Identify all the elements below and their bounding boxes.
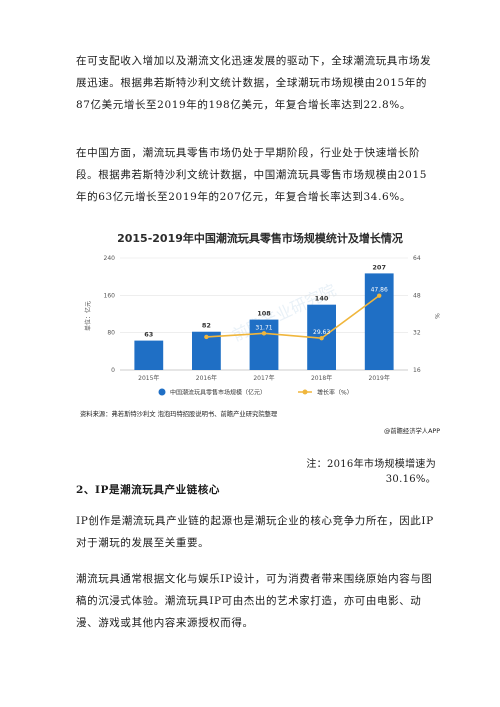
chart-svg: 前瞻产业研究院 2015-2019年中国潮流玩具零售市场规模统计及增长情况 08… (80, 231, 440, 435)
rate-point (377, 293, 382, 298)
rate-point (204, 334, 209, 340)
rate-value-label: 47.86 (371, 287, 388, 294)
rate-line (206, 295, 380, 340)
legend-swatch-line-dot (302, 389, 308, 395)
right-axis-ticks: 16 32 48 64 (413, 255, 421, 374)
bar-value-label: 207 (372, 263, 386, 271)
chart-brand: @前瞻经济学人APP (384, 426, 440, 435)
bar (249, 319, 279, 370)
left-tick-label: 240 (104, 255, 116, 262)
x-tick-label: 2017年 (253, 374, 274, 382)
right-tick-label: 64 (413, 255, 421, 262)
rate-value-label: 31.71 (255, 324, 272, 331)
legend-label-line: 增长率（%） (317, 389, 353, 397)
bar (364, 273, 394, 370)
chart-note: 注：2016年市场规模增速为30.16%。 (306, 459, 436, 485)
paragraph-ip-design: 潮流玩具通常根据文化与娱乐IP设计，可为消费者带来围绕原始内容与图稿的沉浸式体验… (76, 573, 433, 629)
paragraph-china-market: 在中国方面，潮流玩具零售市场仍处于早期阶段，行业处于快速增长阶段。根据弗若斯特沙… (76, 147, 428, 203)
right-tick-label: 16 (413, 367, 421, 374)
legend-label-bar: 中国潮流玩具零售市场规模（亿元） (170, 389, 266, 397)
right-tick-label: 32 (413, 330, 421, 337)
bar-series: 63 82 108 140 207 (134, 263, 394, 370)
x-tick-label: 2019年 (369, 374, 390, 382)
paragraph-ip-origin: IP创作是潮流玩具产业链的起源也是潮玩企业的核心竞争力所在，因此IP对于潮玩的发… (76, 515, 434, 549)
left-tick-label: 80 (107, 330, 115, 337)
right-tick-label: 48 (413, 292, 421, 299)
left-axis-label: 单位：亿元 (84, 301, 92, 331)
chart-title: 2015-2019年中国潮流玩具零售市场规模统计及增长情况 (117, 231, 403, 245)
paragraph-global-market: 在可支配收入增加以及潮流文化迅速发展的驱动下，全球潮流玩具市场发展迅速。根据弗若… (76, 55, 432, 111)
rate-point (319, 335, 324, 341)
bar-value-label: 140 (315, 295, 329, 303)
left-tick-label: 160 (104, 292, 116, 299)
bar-value-label: 108 (257, 310, 271, 318)
rate-series: 31.71 29.63 47.86 (204, 287, 388, 341)
bar-value-label: 82 (202, 322, 211, 330)
bar-value-label: 63 (144, 331, 153, 339)
x-axis-labels: 2015年 2016年 2017年 2018年 2019年 (138, 374, 390, 382)
left-tick-label: 0 (111, 367, 115, 374)
chart-legend: 中国潮流玩具零售市场规模（亿元） 增长率（%） (158, 388, 353, 397)
right-axis-label: % (433, 313, 440, 319)
chart-source: 资料来源：弗若斯特沙利文 泡泡玛特招股说明书、前瞻产业研究院整理 (80, 409, 278, 418)
x-tick-label: 2015年 (138, 374, 159, 382)
bar (134, 340, 164, 370)
legend-swatch-bar (158, 388, 166, 396)
left-axis-ticks: 0 80 160 240 (104, 255, 116, 374)
rate-value-label: 29.63 (313, 329, 330, 336)
rate-point (261, 331, 267, 336)
section-heading: 2、IP是潮流玩具产业链核心 (76, 484, 221, 496)
x-tick-label: 2018年 (311, 374, 332, 382)
x-tick-label: 2016年 (196, 374, 217, 382)
